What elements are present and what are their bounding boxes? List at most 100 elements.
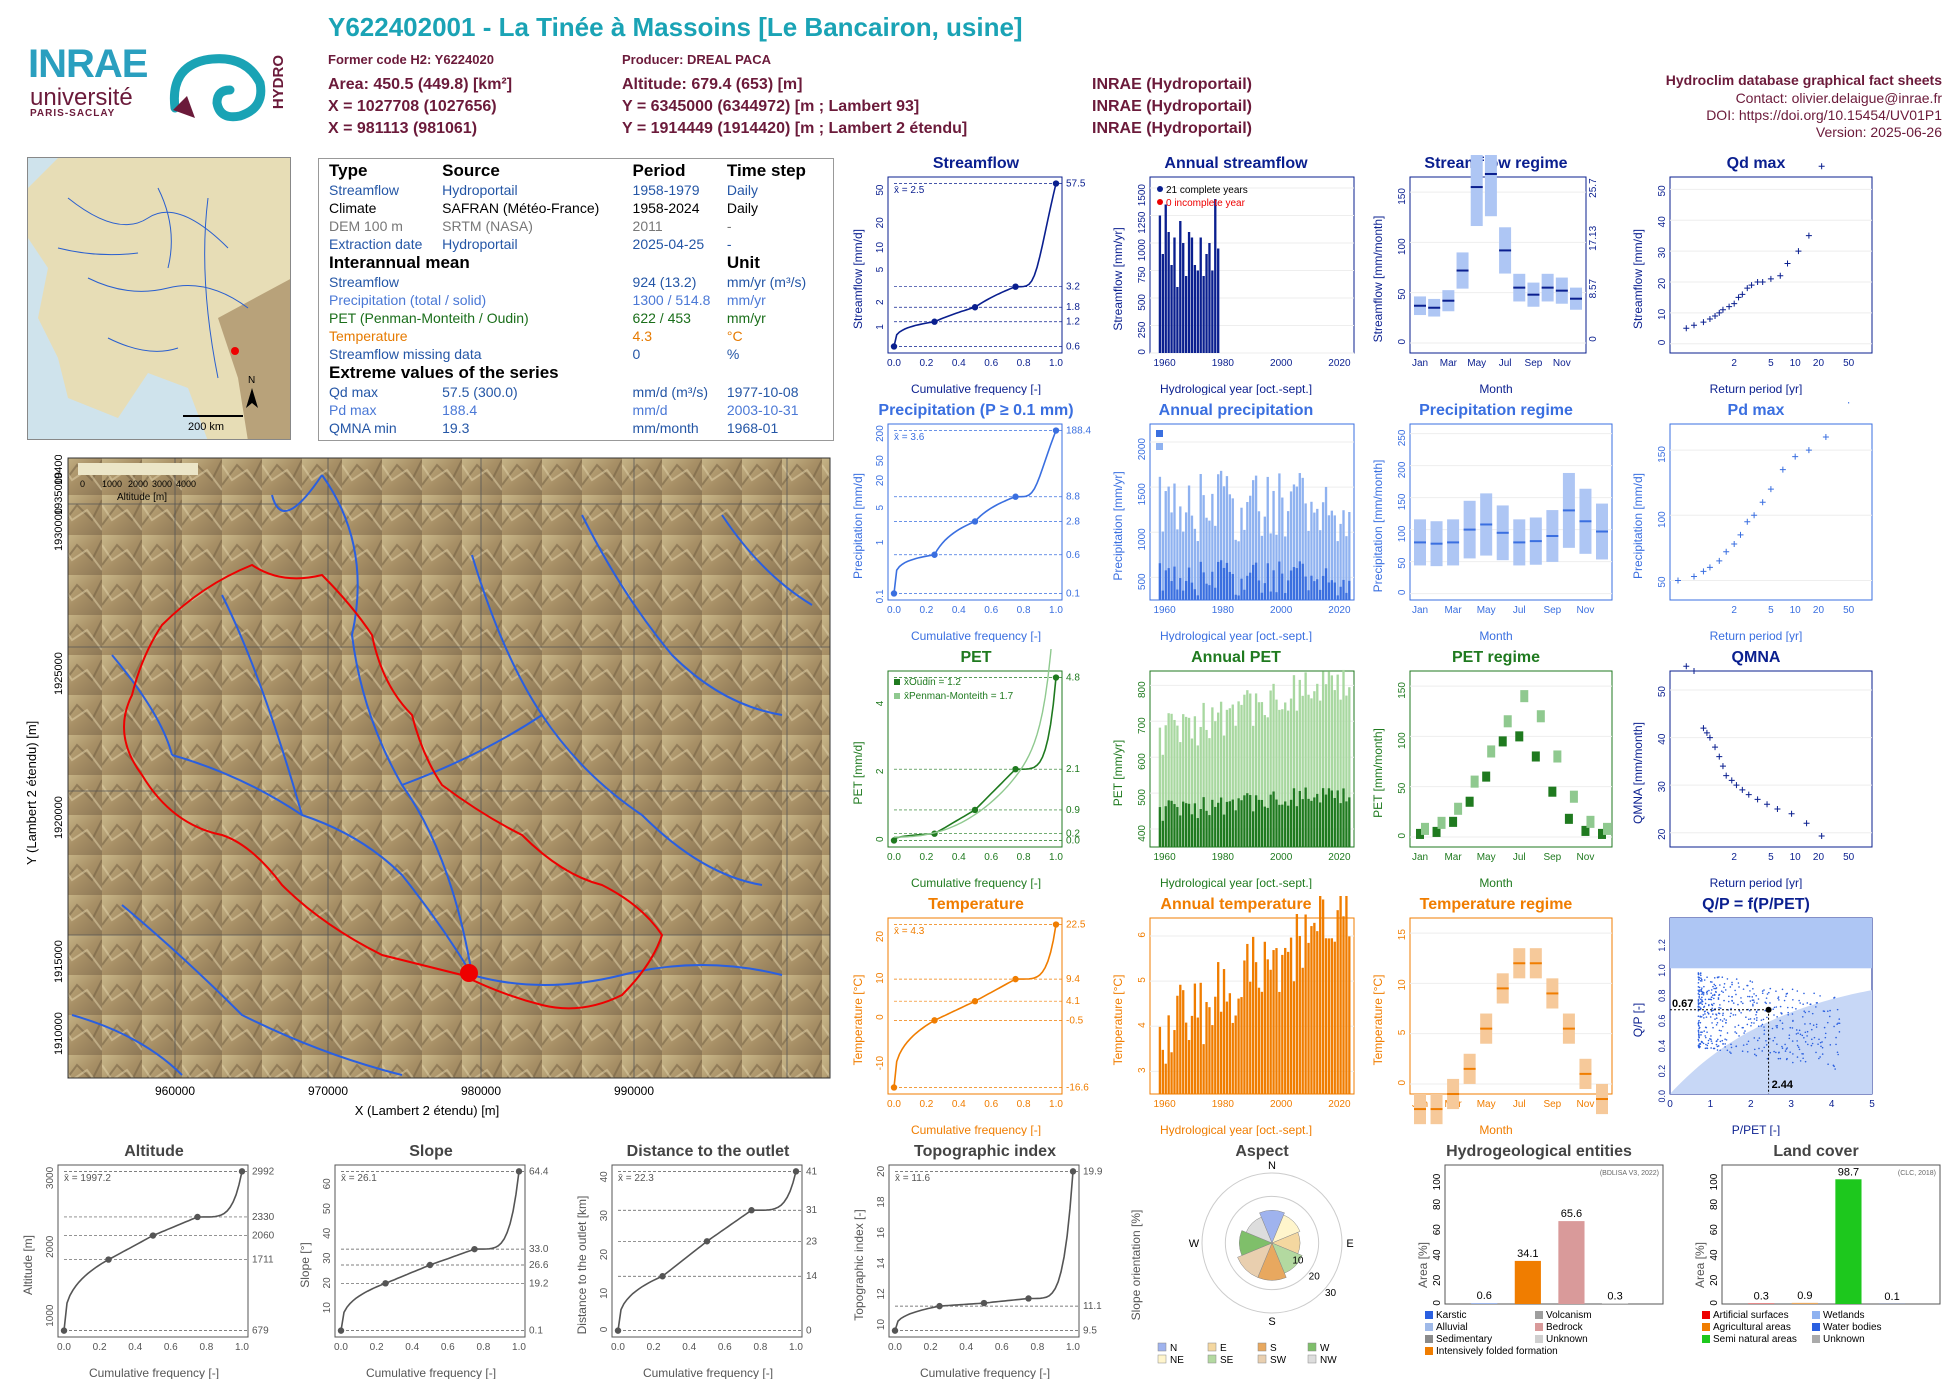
x-axis-label: P/PET [-] [1732,1123,1780,1136]
daily-point [1753,1053,1756,1056]
year-bar [1321,671,1325,847]
x-tick-label: 2 [1731,605,1737,616]
year-bar [1260,702,1264,847]
x-tick-label: 0.6 [164,1342,178,1353]
year-bar [1292,675,1296,847]
daily-point [1769,1051,1772,1054]
y-axis-label: Streamflow [mm/d] [1631,229,1645,329]
daily-point [1776,1016,1778,1018]
y-tick-label: 0.6 [1657,1015,1667,1028]
legend-label: E [1220,1343,1227,1354]
x-tick-label: 0.2 [924,1342,938,1353]
annual_streamflow-chart: Annual streamflow 1960 1980 2000 2020 0 250 500… [1111,155,1355,395]
y-tick-label: 10 [875,242,886,254]
year-bar-secondary [1333,582,1336,600]
ring-label: 30 [1325,1288,1337,1299]
data-point [1731,540,1738,547]
daily-point [1796,1040,1798,1042]
data-point [1735,294,1742,301]
data-point [1733,782,1740,789]
x-tick-label: 1960 [1153,852,1176,863]
temp_regime-title: Temperature regime [1420,896,1573,913]
minimap-rivers [57,187,249,379]
year-bar [1307,530,1310,600]
year-bar-secondary [1304,576,1307,600]
year-bar-secondary [1164,570,1167,600]
y-axis-label: Temperature [°C] [1371,975,1385,1066]
x-tick-label: 0.8 [1017,358,1031,369]
year-bar-secondary [1222,814,1226,847]
daily-point [1755,994,1758,997]
right-tick-label: 1.2 [1066,317,1080,328]
year-bar-secondary [1307,798,1310,847]
x-tick-label: Sep [1543,1099,1561,1110]
daily-point [1742,1026,1744,1029]
daily-point [1714,1007,1716,1010]
daily-point [1697,989,1700,992]
daily-point [1798,999,1800,1002]
ring-label: 20 [1309,1272,1321,1283]
quantile-point [238,1168,246,1175]
cell: 622 / 453 [632,310,691,326]
aspect-sector [1245,1216,1273,1244]
year-bar [1184,1022,1188,1094]
year-bar-secondary [1243,795,1246,847]
daily-point [1781,1022,1784,1024]
quantile-point [931,1017,938,1024]
x-tick-label: 1.0 [1066,1342,1080,1353]
daily-point [1711,981,1713,983]
year-bar-secondary [1281,804,1284,847]
data-point [1691,573,1698,580]
right-tick-label: 1711 [252,1255,274,1266]
year-bar [1289,491,1293,600]
year-bar [1205,254,1208,353]
month-box-pm [1569,790,1578,803]
producer: Producer: DREAL PACA [622,52,772,67]
year-bar [1187,1040,1191,1094]
y-tick-label: 20 [322,1277,333,1289]
compass-label: S [1268,1316,1275,1328]
data-point [1754,796,1761,803]
x-tick-label: Mar [1444,852,1462,863]
year-bar [1190,237,1194,353]
daily-point [1776,1043,1778,1045]
legend-label: SE [1220,1355,1234,1366]
daily-point [1734,1031,1736,1033]
y-tick-label: 50 [1397,557,1408,569]
daily-point [1781,1047,1784,1050]
legend-swatch [1207,1354,1217,1364]
x-axis-label: Return period [yr] [1710,876,1803,889]
daily-point [1775,1006,1778,1008]
x-tick: 970000 [308,1084,348,1098]
y-tick-label: 0 [599,1326,610,1332]
daily-point [1701,987,1703,989]
temp_cdf-title: Temperature [928,896,1024,913]
year-bar [1266,717,1269,847]
right-tick-label: 9.5 [1083,1326,1097,1337]
quantile-point [1052,180,1060,187]
daily-point [1708,989,1710,992]
year-bar-secondary [1313,797,1316,847]
daily-point [1718,994,1720,996]
cell: Precipitation (total / solid) [329,292,487,308]
map-frame [67,457,831,1079]
daily-point [1705,1016,1708,1018]
cell: Temperature [329,328,408,344]
year-bar-secondary [1327,582,1331,600]
year-bar [1182,714,1185,847]
legend-swatch [894,679,900,685]
page-title: Y622402001 - La Tinée à Massoins [Le Ban… [328,12,1023,42]
x-axis-label: Hydrological year [oct.-sept.] [1160,876,1312,889]
col-period: Period [632,161,686,180]
daily-point [1707,998,1710,1001]
year-bar [1237,541,1240,600]
daily-point [1761,1050,1764,1052]
y-tick-label: 60 [322,1178,333,1190]
y-tick-label: 50 [322,1203,333,1215]
y-tick-label: 400 [1137,825,1148,842]
x-tick-label: Jul [1513,605,1526,616]
year-bar-secondary [1301,563,1304,600]
y-tick-label: 1000 [45,1304,56,1327]
daily-point [1763,1033,1766,1035]
